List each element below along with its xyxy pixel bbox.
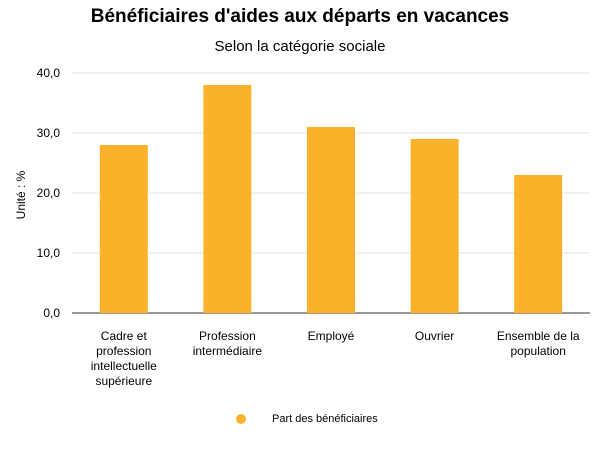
bar	[410, 139, 459, 313]
y-tick-label: 20,0	[37, 186, 61, 200]
x-tick-label: Cadre et profession intellectuelle supérieu…	[91, 329, 157, 388]
x-tick-label: Employé	[308, 329, 355, 343]
bar	[99, 145, 148, 313]
bar	[514, 175, 563, 313]
bar	[307, 127, 355, 313]
y-tick-label: 40,0	[37, 66, 61, 80]
chart-title: Bénéficiaires d'aides aux départs en vac…	[90, 6, 510, 27]
y-tick-label: 30,0	[37, 126, 61, 140]
bar	[203, 85, 252, 313]
legend-label: Part des bénéficiaires	[272, 413, 378, 425]
chart-subtitle: Selon la catégorie sociale	[214, 38, 386, 55]
x-tick-label: Ensemble de la population	[497, 329, 580, 358]
y-tick-label: 10,0	[37, 246, 61, 260]
legend-swatch	[236, 414, 246, 424]
y-tick-label: 0,0	[43, 306, 60, 320]
x-tick-label: Ouvrier	[415, 329, 454, 343]
x-tick-label: Profession intermédiaire	[193, 329, 263, 358]
legend: Part des bénéficiaires	[236, 413, 378, 425]
